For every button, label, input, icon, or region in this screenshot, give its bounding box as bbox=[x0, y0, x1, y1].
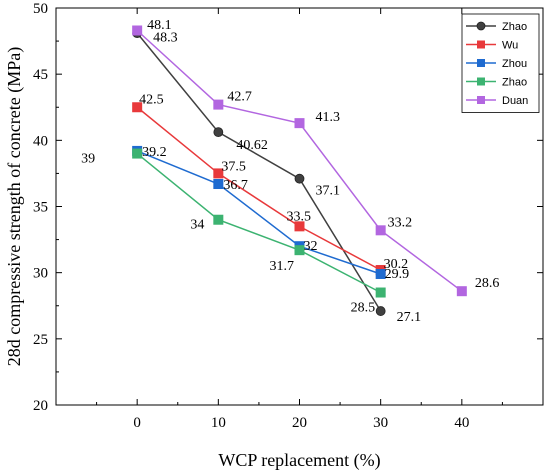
legend: Zhao Wu Zhou Zhao Duan bbox=[461, 13, 540, 113]
data-point bbox=[456, 286, 467, 297]
data-point bbox=[375, 306, 386, 316]
legend-marker bbox=[477, 40, 485, 49]
data-point bbox=[132, 148, 143, 159]
data-label: 28.5 bbox=[351, 301, 376, 316]
legend-entry: Zhao bbox=[466, 77, 527, 89]
data-label: 42.5 bbox=[139, 92, 164, 107]
legend-entry: Wu bbox=[466, 40, 518, 52]
data-label: 33.2 bbox=[388, 215, 413, 230]
x-tick-label: 20 bbox=[292, 415, 307, 431]
data-label: 48.1 bbox=[147, 18, 172, 33]
series-0: 48.1 40.62 37.1 27.1 bbox=[132, 18, 422, 325]
legend-entry: Zhou bbox=[466, 58, 527, 70]
data-point bbox=[294, 245, 305, 256]
y-tick-label: 35 bbox=[33, 200, 48, 216]
y-tick-label: 40 bbox=[33, 133, 48, 149]
y-tick-label: 45 bbox=[33, 67, 48, 83]
data-label: 37.5 bbox=[221, 159, 246, 174]
series-line bbox=[136, 150, 381, 275]
data-label: 40.62 bbox=[236, 138, 267, 153]
data-point bbox=[213, 99, 224, 110]
data-point bbox=[294, 173, 305, 184]
series-line bbox=[136, 32, 382, 312]
series-line bbox=[136, 152, 382, 294]
data-point bbox=[132, 102, 143, 113]
data-label: 31.7 bbox=[270, 259, 295, 274]
legend-marker bbox=[477, 96, 485, 104]
x-tick-label: 0 bbox=[133, 415, 141, 431]
data-point bbox=[213, 214, 224, 225]
legend-marker bbox=[476, 21, 486, 31]
data-point bbox=[375, 225, 386, 236]
y-tick-label: 25 bbox=[33, 332, 48, 348]
series-line bbox=[136, 106, 382, 271]
data-point bbox=[132, 25, 143, 36]
data-label: 33.5 bbox=[287, 209, 312, 224]
data-label: 27.1 bbox=[397, 310, 422, 325]
data-point bbox=[294, 118, 305, 129]
data-label: 41.3 bbox=[316, 110, 341, 125]
legend-marker bbox=[477, 59, 485, 67]
data-point bbox=[213, 127, 224, 138]
data-point bbox=[213, 179, 224, 190]
plot-area: 48.1 40.62 37.1 27.1 42.5 37.5 33.5 30.2 39.2 36.… bbox=[81, 18, 499, 325]
axes: 0 10 20 30 40 20 25 30 35 40 45 50 WCP replacement (… bbox=[4, 1, 544, 471]
y-tick-label: 50 bbox=[33, 1, 48, 17]
data-label: 48.3 bbox=[153, 30, 178, 45]
legend-label: Zhao bbox=[502, 77, 527, 89]
data-label: 39.2 bbox=[142, 145, 167, 160]
data-label: 32 bbox=[304, 239, 318, 254]
data-label: 37.1 bbox=[316, 184, 341, 199]
data-label: 39 bbox=[81, 152, 95, 167]
series-1: 42.5 37.5 33.5 30.2 bbox=[132, 92, 409, 276]
data-point bbox=[213, 168, 224, 179]
data-label: 30.2 bbox=[384, 257, 409, 272]
data-label: 42.7 bbox=[227, 90, 252, 105]
data-point bbox=[375, 268, 386, 279]
data-label: 29.9 bbox=[385, 267, 410, 282]
y-tick-label: 20 bbox=[33, 398, 48, 414]
series-2: 39.2 36.7 32 29.9 bbox=[132, 145, 410, 282]
legend-entry: Duan bbox=[466, 95, 528, 107]
y-axis-title: 28d compressive strength of concrete (MP… bbox=[4, 47, 25, 366]
series-3: 39 34 31.7 28.5 bbox=[81, 148, 386, 316]
x-axis-title: WCP replacement (%) bbox=[218, 450, 380, 471]
data-label: 36.7 bbox=[223, 178, 248, 193]
data-label: 34 bbox=[190, 218, 204, 233]
legend-label: Zhou bbox=[502, 58, 527, 70]
data-label: 28.6 bbox=[475, 276, 500, 291]
x-tick-label: 10 bbox=[211, 415, 226, 431]
x-tick-label: 30 bbox=[373, 415, 388, 431]
legend-label: Zhao bbox=[502, 21, 527, 33]
legend-marker bbox=[477, 77, 485, 86]
series-4: 48.3 42.7 41.3 33.2 28.6 bbox=[132, 25, 500, 297]
legend-label: Duan bbox=[502, 95, 528, 107]
legend-entry: Zhao bbox=[466, 21, 527, 33]
x-tick-label: 40 bbox=[454, 415, 469, 431]
y-tick-label: 30 bbox=[33, 266, 48, 282]
data-point bbox=[294, 221, 305, 232]
data-point bbox=[375, 287, 386, 298]
legend-label: Wu bbox=[502, 40, 518, 52]
